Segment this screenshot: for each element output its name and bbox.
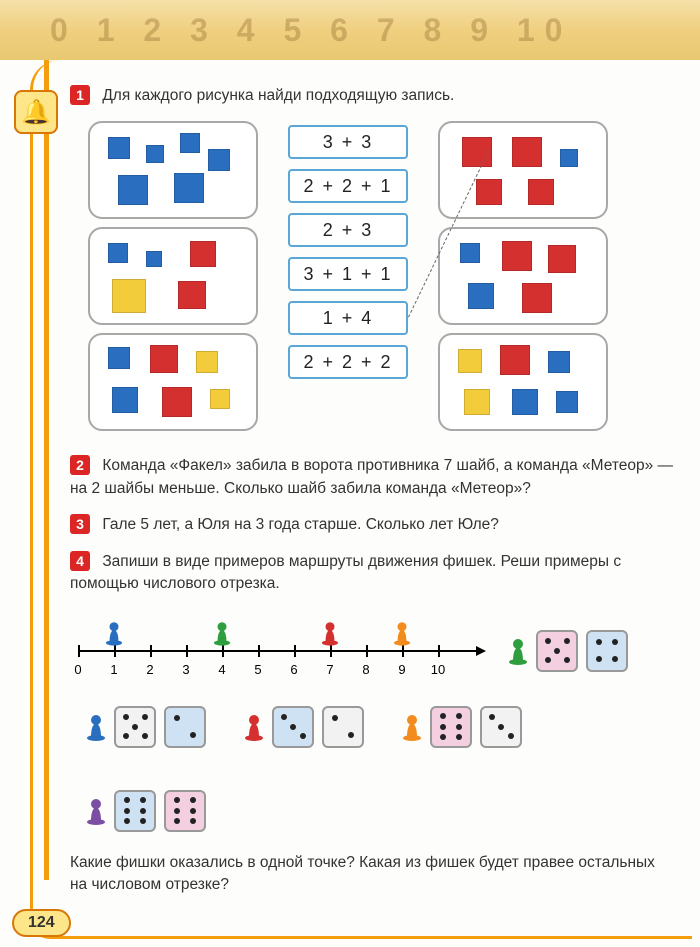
task-3-number: 3 (70, 514, 90, 534)
die-3 (272, 706, 314, 748)
die-3 (480, 706, 522, 748)
top-banner: 0 1 2 3 4 5 6 7 8 9 10 (0, 0, 700, 60)
task-1-number: 1 (70, 85, 90, 105)
die-2 (164, 706, 206, 748)
task-4-number: 4 (70, 551, 90, 571)
die-6 (430, 706, 472, 748)
dice-row (244, 706, 364, 748)
task-1-text: Для каждого рисунка найди подходящую зап… (102, 87, 454, 104)
pawn-icon (244, 713, 264, 741)
task-2: 2 Команда «Факел» забила в ворота против… (70, 455, 675, 500)
pawn-icon (213, 620, 231, 646)
pawn-icon (86, 797, 106, 825)
shape-box-left-2 (88, 227, 258, 325)
dice-row (86, 790, 206, 832)
task-2-text: Команда «Факел» забила в ворота противни… (70, 457, 673, 496)
die-5 (536, 630, 578, 672)
dice-row (86, 706, 206, 748)
pawn-icon (86, 713, 106, 741)
task-1-grid: 3 + 3 2 + 2 + 1 2 + 3 3 + 1 + 1 1 + 4 2 … (88, 121, 675, 439)
die-6 (164, 790, 206, 832)
task-4-question: Какие фишки оказались в одной точке? Как… (70, 852, 675, 897)
die-2 (322, 706, 364, 748)
expr-6: 2 + 2 + 2 (288, 345, 408, 379)
task-2-number: 2 (70, 455, 90, 475)
expression-column: 3 + 3 2 + 2 + 1 2 + 3 3 + 1 + 1 1 + 4 2 … (288, 121, 408, 439)
die-4 (586, 630, 628, 672)
left-column (88, 121, 258, 439)
die-6 (114, 790, 156, 832)
shape-box-right-3 (438, 333, 608, 431)
dice-row (402, 706, 522, 748)
expr-4: 3 + 1 + 1 (288, 257, 408, 291)
banner-digits: 0 1 2 3 4 5 6 7 8 9 10 (50, 12, 572, 49)
expr-1: 3 + 3 (288, 125, 408, 159)
content: 1 Для каждого рисунка найди подходящую з… (70, 85, 675, 911)
right-column (438, 121, 608, 439)
expr-3: 2 + 3 (288, 213, 408, 247)
task-1: 1 Для каждого рисунка найди подходящую з… (70, 85, 675, 107)
pawn-icon (402, 713, 422, 741)
task-4: 4 Запиши в виде примеров маршруты движен… (70, 551, 675, 596)
pawn-icon (393, 620, 411, 646)
task-4-text: Запиши в виде примеров маршруты движения… (70, 553, 621, 592)
pawn-icon (105, 620, 123, 646)
shape-box-left-1 (88, 121, 258, 219)
number-line: 012345678910 (78, 650, 478, 652)
number-line-area: 012345678910 (78, 610, 658, 690)
page-number: 124 (12, 909, 71, 937)
shape-box-left-3 (88, 333, 258, 431)
shape-box-right-1 (438, 121, 608, 219)
vertical-rule (44, 60, 49, 880)
die-5 (114, 706, 156, 748)
task-3-text: Гале 5 лет, а Юля на 3 года старше. Скол… (102, 516, 499, 533)
dice-rows (78, 700, 675, 838)
task-3: 3 Гале 5 лет, а Юля на 3 года старше. Ск… (70, 514, 675, 536)
bell-icon: 🔔 (14, 90, 58, 134)
expr-5: 1 + 4 (288, 301, 408, 335)
right-pawn-dice-group (508, 630, 628, 672)
pawn-icon (321, 620, 339, 646)
expr-2: 2 + 2 + 1 (288, 169, 408, 203)
shape-box-right-2 (438, 227, 608, 325)
pawn-icon (508, 637, 528, 665)
